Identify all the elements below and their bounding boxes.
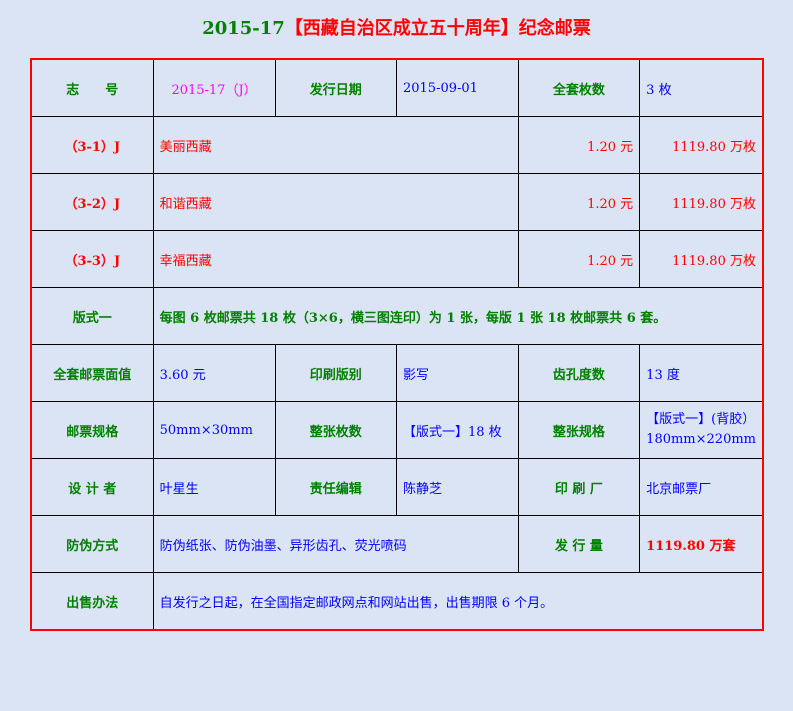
stamp-qty: 1119.80 万枚	[639, 230, 764, 288]
label: 全套邮票面值	[30, 344, 154, 402]
table-row: 版式一 每图 6 枚邮票共 18 枚（3×6，横三图连印）为 1 张，每版 1 …	[30, 287, 764, 345]
stamp-code: （3-1）J	[30, 116, 154, 174]
label: 整张规格	[517, 401, 641, 459]
page-title: 2015-17【西藏自治区成立五十周年】纪念邮票	[202, 18, 591, 39]
value: 【版式一】(背胶） 180mm×220mm	[639, 401, 764, 459]
label: 整张枚数	[274, 401, 397, 459]
label: 志 号	[30, 58, 154, 117]
value: 每图 6 枚邮票共 18 枚（3×6，横三图连印）为 1 张，每版 1 张 18…	[152, 287, 764, 345]
value: 3 枚	[639, 58, 764, 117]
value: 陈静芝	[395, 458, 519, 516]
stamp-name: 和谐西藏	[152, 173, 519, 231]
stamp-qty: 1119.80 万枚	[639, 116, 764, 174]
label: 邮票规格	[30, 401, 154, 459]
label: 齿孔度数	[517, 344, 641, 402]
stamp-name: 美丽西藏	[152, 116, 519, 174]
label: 设 计 者	[30, 458, 154, 516]
table-row: （3-3）J 幸福西藏 1.20 元 1119.80 万枚	[30, 230, 764, 288]
stamp-name: 幸福西藏	[152, 230, 519, 288]
label: 发 行 量	[517, 515, 641, 573]
value: 2015-17（J）	[152, 58, 276, 117]
table-row: 志 号 2015-17（J） 发行日期 2015-09-01 全套枚数 3 枚	[30, 58, 764, 117]
stamp-qty: 1119.80 万枚	[639, 173, 764, 231]
stamp-price: 1.20 元	[517, 116, 641, 174]
label: 出售办法	[30, 572, 154, 631]
value: 北京邮票厂	[639, 458, 764, 516]
value: 自发行之日起，在全国指定邮政网点和网站出售，出售期限 6 个月。	[152, 572, 764, 631]
stamp-code: （3-3）J	[30, 230, 154, 288]
value: 13 度	[639, 344, 764, 402]
label: 全套枚数	[517, 58, 641, 117]
label: 发行日期	[274, 58, 397, 117]
label: 印 刷 厂	[517, 458, 641, 516]
value: 【版式一】18 枚	[395, 401, 519, 459]
value: 3.60 元	[152, 344, 276, 402]
value: 影写	[395, 344, 519, 402]
label: 责任编辑	[274, 458, 397, 516]
stamp-price: 1.20 元	[517, 173, 641, 231]
stamp-price: 1.20 元	[517, 230, 641, 288]
table-row: 设 计 者 叶星生 责任编辑 陈静芝 印 刷 厂 北京邮票厂	[30, 458, 764, 516]
table-row: 出售办法 自发行之日起，在全国指定邮政网点和网站出售，出售期限 6 个月。	[30, 572, 764, 631]
value: 防伪纸张、防伪油墨、异形齿孔、荧光喷码	[152, 515, 519, 573]
value: 2015-09-01	[395, 58, 519, 117]
label: 防伪方式	[30, 515, 154, 573]
value: 叶星生	[152, 458, 276, 516]
label: 印刷版别	[274, 344, 397, 402]
table-row: 全套邮票面值 3.60 元 印刷版别 影写 齿孔度数 13 度	[30, 344, 764, 402]
table-row: （3-2）J 和谐西藏 1.20 元 1119.80 万枚	[30, 173, 764, 231]
value: 1119.80 万套	[639, 515, 764, 573]
table-row: 邮票规格 50mm×30mm 整张枚数 【版式一】18 枚 整张规格 【版式一】…	[30, 401, 764, 459]
stamp-info-table: 志 号 2015-17（J） 发行日期 2015-09-01 全套枚数 3 枚 …	[30, 58, 764, 631]
value: 50mm×30mm	[152, 401, 276, 459]
table-row: 防伪方式 防伪纸张、防伪油墨、异形齿孔、荧光喷码 发 行 量 1119.80 万…	[30, 515, 764, 573]
label: 版式一	[30, 287, 154, 345]
table-row: （3-1）J 美丽西藏 1.20 元 1119.80 万枚	[30, 116, 764, 174]
stamp-code: （3-2）J	[30, 173, 154, 231]
